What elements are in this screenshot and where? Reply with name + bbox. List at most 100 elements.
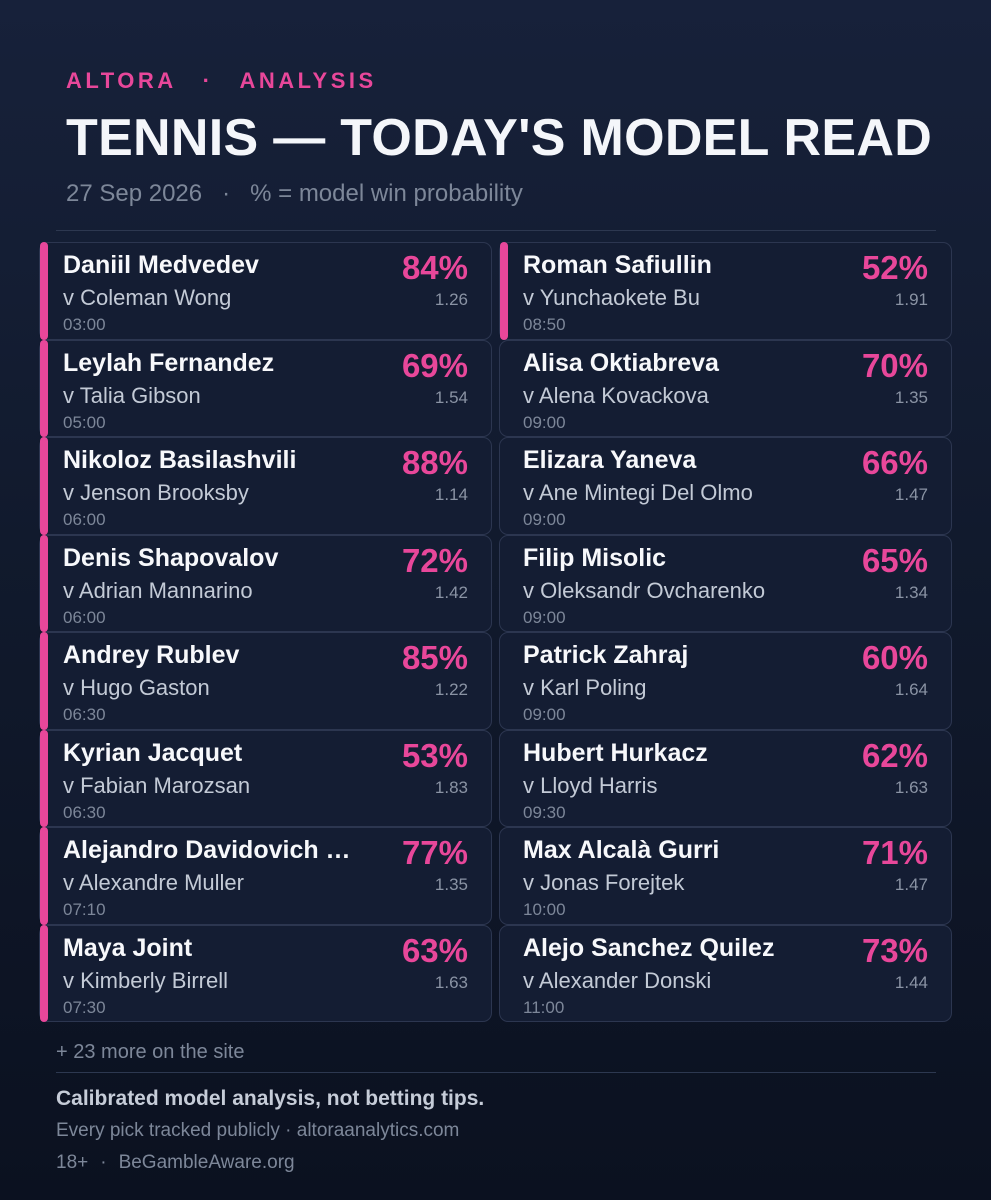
player-name: Andrey Rublev: [63, 641, 240, 669]
disclaimer-text: Calibrated model analysis, not betting t…: [56, 1087, 485, 1110]
win-probability: 77%: [401, 834, 468, 871]
match-time: 03:00: [63, 315, 106, 334]
match-time: 07:30: [63, 997, 106, 1017]
match-card[interactable]: Alejo Sanchez Quilez v Alexander Donski 11…: [499, 924, 952, 1022]
opponent-name: v Jonas Forejtek: [523, 870, 685, 895]
player-name: Hubert Hurkacz: [523, 738, 708, 767]
tracking-note: Every pick tracked publicly · altoraanal…: [56, 1120, 460, 1141]
match-card[interactable]: Leylah Fernandez v Talia Gibson 05:00 69% 1.…: [39, 339, 492, 437]
decimal-odds: 1.54: [434, 387, 468, 407]
win-probability: 72%: [401, 541, 468, 579]
opponent-name: v Talia Gibson: [63, 382, 201, 408]
decimal-odds: 1.64: [894, 680, 928, 699]
match-time: 09:00: [523, 607, 566, 627]
match-card[interactable]: Filip Misolic v Oleksandr Ovcharenko 09:00…: [499, 534, 952, 632]
player-name: Max Alcalà Gurri: [523, 836, 720, 864]
more-link[interactable]: + 23 more on the site: [56, 1041, 245, 1063]
opponent-name: v Lloyd Harris: [523, 772, 658, 798]
player-name: Leylah Fernandez: [63, 348, 275, 377]
highlight-accent-bar: [40, 339, 48, 437]
match-time: 09:00: [523, 705, 566, 724]
match-card[interactable]: Nikoloz Basilashvili v Jenson Brooksby 06:…: [39, 437, 492, 535]
win-probability: 85%: [401, 639, 468, 676]
decimal-odds: 1.35: [894, 387, 928, 407]
player-name: Kyrian Jacquet: [63, 738, 243, 767]
match-time: 06:00: [63, 607, 106, 627]
match-card[interactable]: Maya Joint v Kimberly Birrell 07:30 63% 1.63: [39, 924, 492, 1022]
decimal-odds: 1.22: [434, 680, 468, 699]
highlight-accent-bar: [40, 437, 48, 535]
match-card[interactable]: Hubert Hurkacz v Lloyd Harris 09:30 62% 1.63: [499, 729, 952, 827]
age-limit: 18+: [56, 1152, 89, 1173]
decimal-odds: 1.91: [894, 290, 928, 309]
win-probability: 69%: [401, 346, 468, 384]
date-label: 27 Sep 2026: [66, 180, 203, 207]
match-time: 09:00: [523, 412, 566, 432]
opponent-name: v Hugo Gaston: [63, 675, 210, 700]
decimal-odds: 1.63: [894, 777, 928, 797]
player-name: Filip Misolic: [523, 543, 667, 572]
match-card[interactable]: Patrick Zahraj v Karl Poling 09:00 60% 1.64: [499, 632, 952, 730]
win-probability: 88%: [401, 444, 468, 481]
opponent-name: v Fabian Marozsan: [63, 772, 251, 798]
opponent-name: v Alena Kovackova: [523, 382, 709, 408]
age-notice: 18+ · BeGambleAware.org: [56, 1152, 295, 1174]
age-separator: ·: [100, 1152, 107, 1173]
win-probability: 84%: [401, 249, 468, 286]
opponent-name: v Kimberly Birrell: [63, 967, 229, 993]
match-time: 06:30: [63, 705, 106, 724]
player-name: Alejo Sanchez Quilez: [523, 933, 775, 962]
player-name: Nikoloz Basilashvili: [63, 446, 297, 474]
decimal-odds: 1.35: [434, 875, 468, 894]
decimal-odds: 1.47: [894, 875, 928, 894]
match-time: 05:00: [63, 412, 106, 432]
player-name: Maya Joint: [63, 933, 193, 962]
highlight-accent-bar: [40, 632, 48, 730]
opponent-name: v Yunchaokete Bu: [523, 285, 700, 310]
brand-tagline: ANALYSIS: [239, 68, 377, 93]
match-card[interactable]: Kyrian Jacquet v Fabian Marozsan 06:30 53% 1…: [39, 729, 492, 827]
decimal-odds: 1.47: [894, 485, 928, 504]
player-name: Elizara Yaneva: [523, 446, 697, 474]
brand-separator: ·: [202, 68, 214, 93]
subtitle-separator: ·: [222, 180, 231, 207]
decimal-odds: 1.34: [894, 582, 928, 602]
player-name: Alisa Oktiabreva: [523, 348, 719, 377]
match-card[interactable]: Alejandro Davidovich … v Alexandre Muller…: [39, 827, 492, 925]
match-card[interactable]: Alisa Oktiabreva v Alena Kovackova 09:00 70…: [499, 339, 952, 437]
win-probability: 53%: [401, 736, 468, 774]
highlight-accent-bar: [500, 242, 508, 340]
header-divider: [56, 230, 936, 231]
match-time: 09:00: [523, 510, 566, 529]
brand-label: ALTORA · ANALYSIS: [66, 68, 377, 94]
win-probability: 62%: [861, 736, 928, 774]
win-probability: 63%: [401, 931, 468, 969]
win-probability: 73%: [861, 931, 928, 969]
highlight-accent-bar: [40, 827, 48, 925]
match-card[interactable]: Andrey Rublev v Hugo Gaston 06:30 85% 1.22: [39, 632, 492, 730]
legend-label: % = model win probability: [250, 180, 523, 207]
match-card[interactable]: Daniil Medvedev v Coleman Wong 03:00 84% 1.2…: [39, 242, 492, 340]
highlight-accent-bar: [40, 534, 48, 632]
opponent-name: v Ane Mintegi Del Olmo: [523, 480, 753, 505]
right-match-column: Roman Safiullin v Yunchaokete Bu 08:50 52% 1…: [499, 242, 952, 1022]
match-card[interactable]: Denis Shapovalov v Adrian Mannarino 06:00 7…: [39, 534, 492, 632]
match-time: 09:30: [523, 802, 566, 822]
player-name: Alejandro Davidovich …: [63, 836, 351, 864]
decimal-odds: 1.14: [434, 485, 468, 504]
match-time: 11:00: [523, 997, 565, 1017]
highlight-accent-bar: [40, 924, 48, 1022]
player-name: Roman Safiullin: [523, 251, 712, 279]
match-card[interactable]: Max Alcalà Gurri v Jonas Forejtek 10:00 71%…: [499, 827, 952, 925]
gamble-aware-link[interactable]: BeGambleAware.org: [118, 1152, 295, 1173]
opponent-name: v Adrian Mannarino: [63, 577, 253, 603]
highlight-accent-bar: [40, 729, 48, 827]
match-card[interactable]: Elizara Yaneva v Ane Mintegi Del Olmo 09:0…: [499, 437, 952, 535]
match-card[interactable]: Roman Safiullin v Yunchaokete Bu 08:50 52% 1…: [499, 242, 952, 340]
match-time: 07:10: [63, 900, 106, 919]
decimal-odds: 1.83: [434, 777, 468, 797]
win-probability: 60%: [861, 639, 928, 676]
match-time: 06:30: [63, 802, 106, 822]
win-probability: 66%: [861, 444, 928, 481]
opponent-name: v Oleksandr Ovcharenko: [523, 577, 766, 603]
